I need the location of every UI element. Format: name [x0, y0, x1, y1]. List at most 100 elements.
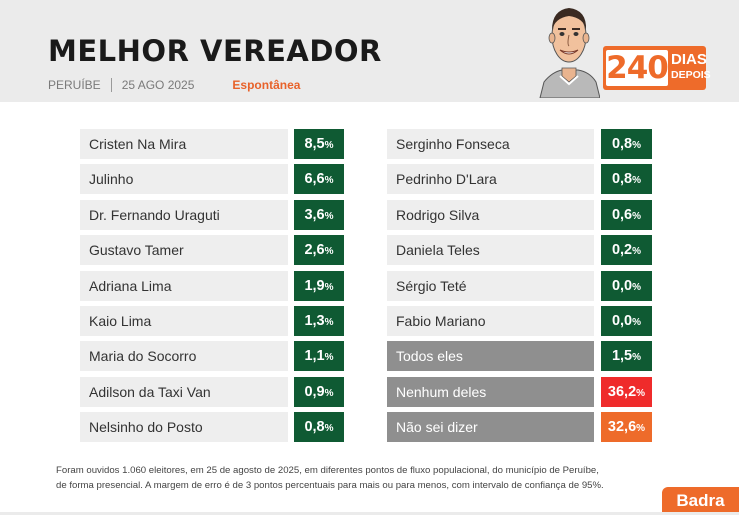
methodology-line-2: de forma presencial. A margem de erro é … [56, 480, 604, 491]
candidate-name: Sérgio Teté [387, 271, 594, 301]
result-row: Maria do Socorro 1,1% [80, 341, 344, 371]
candidate-name: Maria do Socorro [80, 341, 288, 371]
percentage-value: 1,1% [294, 341, 344, 371]
percent-sign: % [324, 317, 334, 328]
percent-sign: % [632, 352, 642, 363]
methodology-line-1: Foram ouvidos 1.060 eleitores, em 25 de … [56, 465, 599, 476]
percentage-number: 0,2 [611, 242, 633, 258]
result-row: Daniela Teles 0,2% [387, 235, 652, 265]
percentage-number: 1,1 [304, 348, 325, 364]
percent-sign: % [636, 423, 646, 434]
candidate-name: Nelsinho do Posto [80, 412, 288, 442]
candidate-name: Não sei dizer [387, 412, 594, 442]
date-label: 25 AGO 2025 [121, 78, 195, 92]
candidate-name: Cristen Na Mira [80, 129, 288, 159]
percentage-value: 2,6% [294, 235, 344, 265]
percentage-value: 0,0% [601, 306, 652, 336]
percentage-number: 3,6 [304, 207, 325, 223]
candidate-name: Julinho [80, 164, 288, 194]
city-label: PERUÍBE [48, 78, 101, 92]
caricature-avatar-icon [539, 8, 600, 98]
percentage-value: 32,6% [601, 412, 652, 442]
result-row: Julinho 6,6% [80, 164, 344, 194]
candidate-name: Nenhum deles [387, 377, 594, 407]
result-row: Nenhum deles 36,2% [387, 377, 652, 407]
candidate-name: Rodrigo Silva [387, 200, 594, 230]
percent-sign: % [324, 282, 334, 293]
percent-sign: % [636, 388, 646, 399]
candidate-name: Todos eles [387, 341, 594, 371]
candidate-name: Serginho Fonseca [387, 129, 594, 159]
badge-number: 240 [606, 50, 669, 86]
percent-sign: % [632, 211, 642, 222]
percent-sign: % [324, 175, 334, 186]
result-row: Fabio Mariano 0,0% [387, 306, 652, 336]
badge-word-dias: DIAS [671, 51, 707, 68]
percentage-number: 1,3 [304, 313, 325, 329]
result-row: Kaio Lima 1,3% [80, 306, 344, 336]
percentage-value: 36,2% [601, 377, 652, 407]
survey-type-label: Espontânea [232, 78, 301, 92]
percentage-number: 0,6 [611, 207, 633, 223]
percent-sign: % [324, 211, 334, 222]
result-row: Adriana Lima 1,9% [80, 271, 344, 301]
candidate-name: Adriana Lima [80, 271, 288, 301]
percentage-value: 0,0% [601, 271, 652, 301]
percentage-value: 1,5% [601, 341, 652, 371]
percentage-number: 6,6 [304, 171, 325, 187]
result-row: Todos eles 1,5% [387, 341, 652, 371]
percentage-value: 0,6% [601, 200, 652, 230]
candidate-name: Fabio Mariano [387, 306, 594, 336]
percent-sign: % [632, 317, 642, 328]
result-row: Rodrigo Silva 0,6% [387, 200, 652, 230]
240-dias-depois-badge: 240 DIAS DEPOIS [603, 46, 711, 90]
percentage-value: 3,6% [294, 200, 344, 230]
candidate-name: Daniela Teles [387, 235, 594, 265]
header-band: MELHOR VEREADOR PERUÍBE 25 AGO 2025 Espo… [0, 0, 739, 102]
result-row: Sérgio Teté 0,0% [387, 271, 652, 301]
percentage-value: 0,8% [601, 164, 652, 194]
percentage-number: 36,2 [607, 384, 637, 400]
percentage-value: 0,8% [601, 129, 652, 159]
meta-divider [110, 78, 112, 92]
percentage-number: 0,9 [304, 384, 325, 400]
badge-word-depois: DEPOIS [671, 69, 711, 81]
candidate-name: Kaio Lima [80, 306, 288, 336]
percentage-value: 8,5% [294, 129, 344, 159]
percentage-value: 1,9% [294, 271, 344, 301]
percent-sign: % [324, 140, 334, 151]
percent-sign: % [632, 140, 642, 151]
percent-sign: % [324, 388, 334, 399]
result-row: Nelsinho do Posto 0,8% [80, 412, 344, 442]
result-row: Serginho Fonseca 0,8% [387, 129, 652, 159]
candidate-name: Gustavo Tamer [80, 235, 288, 265]
percentage-number: 8,5 [304, 136, 325, 152]
percentage-number: 32,6 [607, 419, 637, 435]
percent-sign: % [324, 352, 334, 363]
percent-sign: % [632, 175, 642, 186]
percentage-number: 0,0 [611, 278, 633, 294]
result-row: Dr. Fernando Uraguti 3,6% [80, 200, 344, 230]
percentage-number: 0,8 [611, 136, 633, 152]
percentage-number: 1,9 [304, 278, 325, 294]
candidate-name: Pedrinho D'Lara [387, 164, 594, 194]
methodology-note: Foram ouvidos 1.060 eleitores, em 25 de … [56, 463, 604, 493]
result-row: Adilson da Taxi Van 0,9% [80, 377, 344, 407]
percentage-number: 0,8 [611, 171, 633, 187]
candidate-name: Dr. Fernando Uraguti [80, 200, 288, 230]
result-row: Não sei dizer 32,6% [387, 412, 652, 442]
percentage-value: 0,2% [601, 235, 652, 265]
percentage-number: 1,5 [611, 348, 633, 364]
percent-sign: % [324, 423, 334, 434]
percent-sign: % [324, 246, 334, 257]
result-row: Gustavo Tamer 2,6% [80, 235, 344, 265]
result-row: Cristen Na Mira 8,5% [80, 129, 344, 159]
result-row: Pedrinho D'Lara 0,8% [387, 164, 652, 194]
page-title: MELHOR VEREADOR [48, 34, 382, 68]
survey-meta: PERUÍBE 25 AGO 2025 Espontânea [48, 78, 300, 92]
candidate-name: Adilson da Taxi Van [80, 377, 288, 407]
percentage-number: 2,6 [304, 242, 325, 258]
percent-sign: % [632, 282, 642, 293]
percentage-value: 6,6% [294, 164, 344, 194]
percentage-number: 0,8 [304, 419, 325, 435]
